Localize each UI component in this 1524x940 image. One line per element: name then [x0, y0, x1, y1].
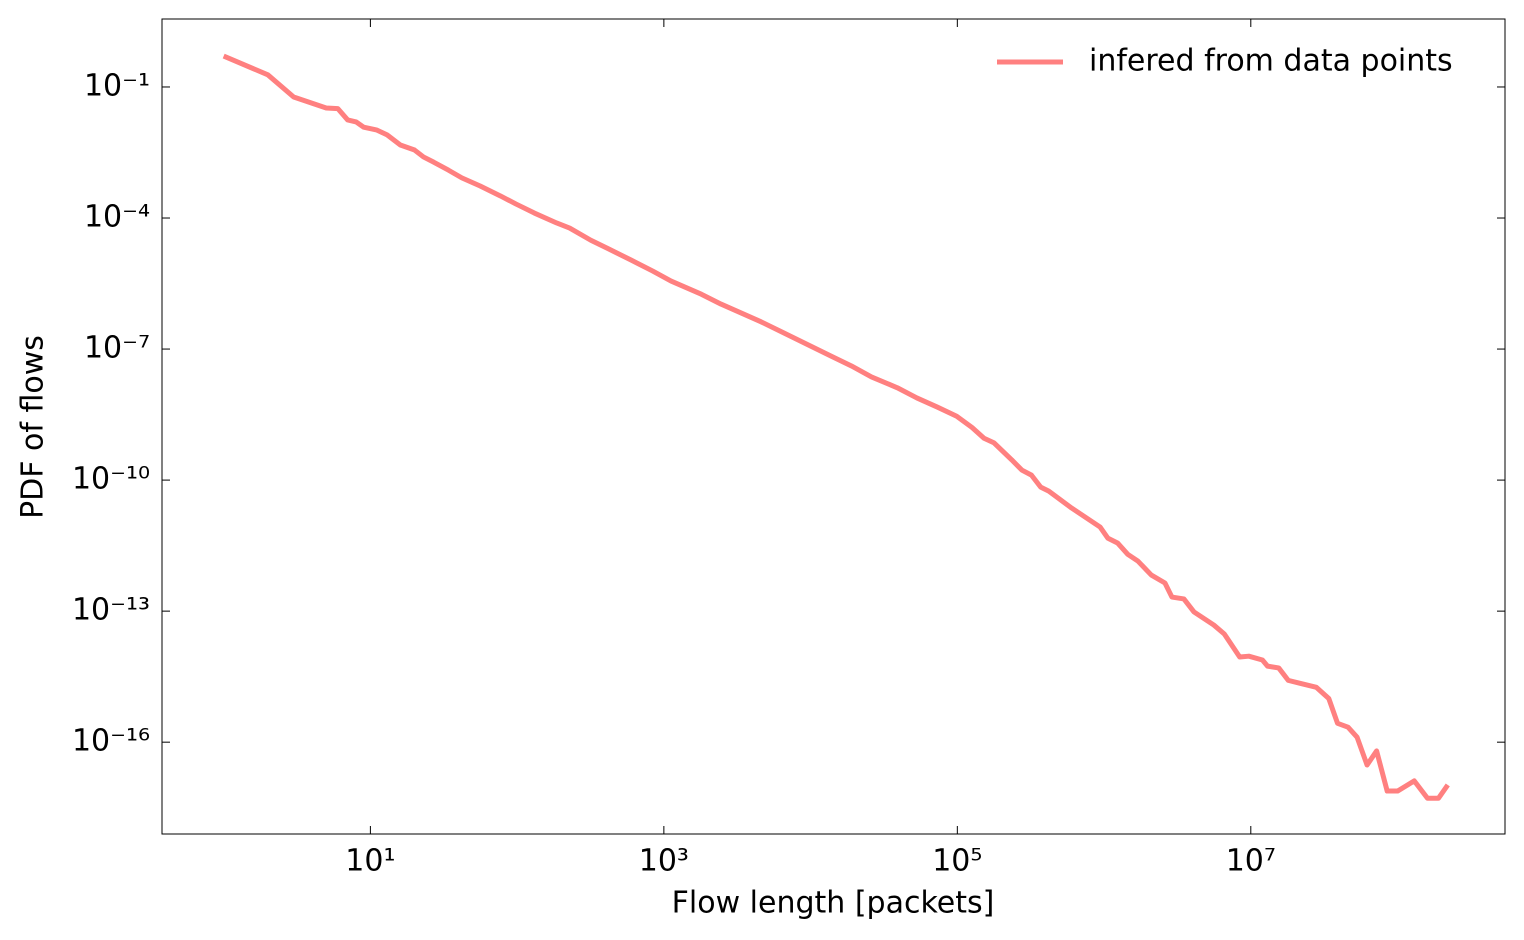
plot-frame — [161, 18, 1506, 835]
x-tick-label: 10¹ — [345, 844, 395, 879]
y-tick-label: 10⁻¹ — [84, 68, 150, 103]
y-tick-label: 10⁻¹⁰ — [72, 462, 150, 497]
y-tick-label: 10⁻¹³ — [72, 593, 150, 628]
y-tick-label: 10⁻¹⁶ — [72, 724, 150, 759]
y-axis-label: PDF of flows — [16, 335, 51, 519]
y-tick-label: 10⁻⁴ — [84, 200, 150, 235]
x-tick-label: 10⁵ — [932, 844, 982, 879]
x-axis-label: Flow length [packets] — [672, 886, 995, 921]
data-line — [222, 53, 1450, 801]
legend-label: infered from data points — [1089, 44, 1453, 79]
y-tick-label: 10⁻⁷ — [84, 331, 150, 366]
x-tick-label: 10⁷ — [1226, 844, 1276, 879]
x-tick-label: 10³ — [639, 844, 689, 879]
